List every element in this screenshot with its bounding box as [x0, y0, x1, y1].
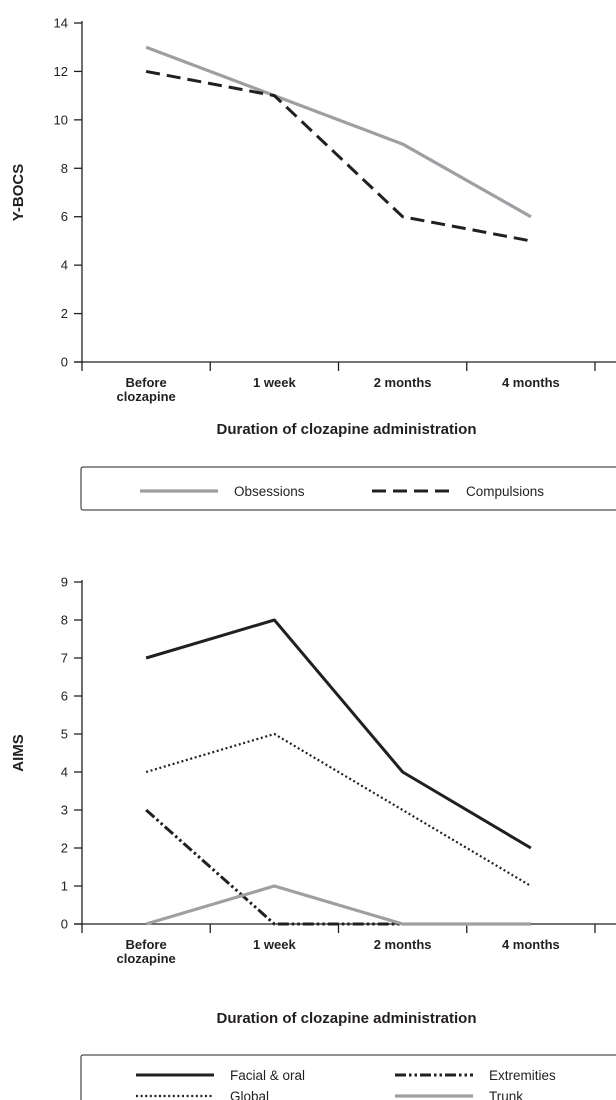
- aims-y-tick-label: 3: [61, 803, 68, 818]
- aims-y-tick-label: 4: [61, 765, 68, 780]
- ybocs-y-tick-label: 0: [61, 355, 68, 370]
- aims-legend-label-facial-and-oral: Facial & oral: [230, 1068, 305, 1083]
- ybocs-x-tick-label: Before clozapine: [117, 375, 176, 404]
- aims-y-tick-label: 8: [61, 613, 68, 628]
- aims-x-tick-label: 4 months: [502, 937, 560, 952]
- aims-y-tick-label: 5: [61, 727, 68, 742]
- aims-chart: 0 1 2 3 4 5 6 7 8 9 Before clozapine 1 week 2 months 4…: [10, 575, 616, 1100]
- aims-y-tick-label: 9: [61, 575, 68, 590]
- aims-y-tick-label: 7: [61, 651, 68, 666]
- aims-y-tick-label: 6: [61, 689, 68, 704]
- aims-x-tick-label: 2 months: [374, 937, 432, 952]
- aims-x-axis-title: Duration of clozapine administration: [216, 1010, 476, 1027]
- ybocs-x-axis-title: Duration of clozapine administration: [216, 421, 476, 438]
- aims-series-extremities-line: [145, 808, 531, 926]
- ybocs-legend-label-compulsions: Compulsions: [466, 484, 544, 499]
- aims-y-tick-label: 0: [61, 917, 68, 932]
- aims-legend-label-extremities: Extremities: [489, 1068, 556, 1083]
- aims-y-axis-title: AIMS: [10, 734, 27, 772]
- ybocs-y-tick-label: 8: [61, 161, 68, 176]
- ybocs-x-tick-label: 2 months: [374, 375, 432, 390]
- ybocs-legend-label-obsessions: Obsessions: [234, 484, 305, 499]
- ybocs-x-tick-label: 1 week: [253, 375, 296, 390]
- aims-legend-box: [80, 1054, 616, 1100]
- aims-series-global-line: [145, 732, 532, 887]
- ybocs-y-tick-label: 10: [54, 112, 68, 127]
- ybocs-x-tick-label: 4 months: [502, 375, 560, 390]
- aims-x-tick-label: Before clozapine: [117, 937, 176, 966]
- ybocs-chart: 0 2 4 6 8 10 12 14 Before clozapine 1 week 2 months…: [10, 16, 616, 511]
- ybocs-series-obsessions-line: [145, 45, 532, 219]
- ybocs-y-tick-label: 2: [61, 306, 68, 321]
- ybocs-y-axis-title: Y-BOCS: [10, 164, 27, 222]
- ybocs-y-tick-label: 12: [54, 64, 68, 79]
- ybocs-series-compulsions-line: [145, 69, 532, 243]
- aims-y-tick-label: 2: [61, 841, 68, 856]
- aims-series-facial-and-oral-line: [145, 618, 532, 850]
- aims-series-trunk-line: [145, 884, 531, 926]
- aims-legend-label-trunk: Trunk: [489, 1089, 523, 1100]
- ybocs-y-tick-label: 14: [54, 16, 68, 31]
- aims-legend-label-global: Global: [230, 1089, 269, 1100]
- ybocs-y-tick-label: 6: [61, 209, 68, 224]
- ybocs-y-tick-label: 4: [61, 258, 68, 273]
- aims-y-tick-label: 1: [61, 879, 68, 894]
- ybocs-legend-box: [80, 466, 616, 511]
- aims-x-tick-label: 1 week: [253, 937, 296, 952]
